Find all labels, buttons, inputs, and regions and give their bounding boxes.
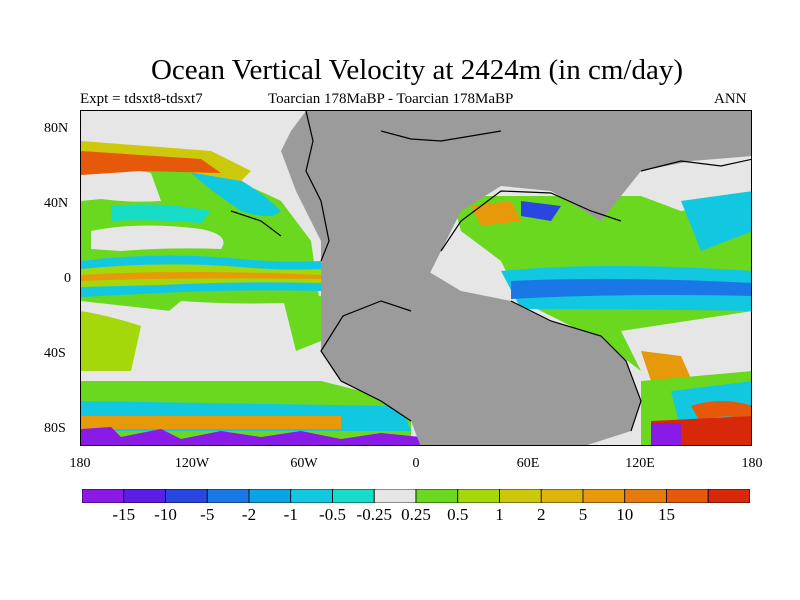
lat-label-40n: 40N: [44, 196, 69, 211]
legend-swatch: [123, 489, 166, 503]
legend-label: -5: [200, 505, 215, 524]
legend-swatch: [248, 489, 292, 503]
legend-label: -15: [112, 505, 136, 524]
season-label: ANN: [714, 91, 747, 107]
legend-label: 10: [616, 505, 634, 524]
legend-label: 0.5: [447, 505, 469, 524]
legend-swatch: [165, 489, 208, 503]
coastlines: [230, 111, 751, 432]
legend-label: -10: [154, 505, 177, 524]
lat-label-0: 0: [64, 271, 71, 286]
velocity-map: [81, 111, 751, 445]
legend-label: 0.25: [401, 505, 431, 524]
lon-label-120w: 120W: [174, 456, 210, 471]
legend-swatch: [373, 489, 417, 503]
legend-swatch: [624, 489, 667, 503]
legend-swatch: [707, 489, 750, 503]
lon-label-60e: 60E: [516, 456, 540, 471]
map-panel: [80, 110, 752, 446]
legend-bar: [82, 489, 750, 503]
lon-label-0: 0: [412, 456, 420, 471]
lon-label-180-right: 180: [741, 456, 763, 471]
legend-swatch: [290, 489, 333, 503]
legend-swatch: [206, 489, 250, 503]
pacific-field: [81, 141, 421, 445]
color-legend: [82, 489, 750, 503]
legend-label: -0.5: [319, 505, 346, 524]
period-label: Toarcian 178MaBP - Toarcian 178MaBP: [268, 91, 514, 107]
figure-title: Ocean Vertical Velocity at 2424m (in cm/…: [150, 54, 684, 86]
lon-label-60w: 60W: [290, 456, 318, 471]
lat-label-80s: 80S: [44, 421, 66, 436]
legend-swatch: [332, 489, 375, 503]
legend-swatch: [82, 489, 125, 503]
lat-label-40s: 40S: [44, 346, 66, 361]
legend-swatch: [666, 489, 709, 503]
legend-label: -1: [283, 505, 298, 524]
legend-swatch: [540, 489, 584, 503]
legend-label: 5: [578, 505, 588, 524]
tethys-field: [451, 191, 751, 445]
legend-label: 1: [495, 505, 504, 524]
legend-swatch: [457, 489, 500, 503]
legend-swatch: [415, 489, 459, 503]
legend-swatch: [582, 489, 626, 503]
experiment-label: Expt = tdsxt8-tdsxt7: [80, 91, 203, 107]
legend-label: -2: [241, 505, 257, 524]
legend-label: -0.25: [356, 505, 392, 524]
lon-label-180-left: 180: [69, 456, 91, 471]
legend-label: 15: [658, 505, 675, 524]
lat-label-80n: 80N: [44, 121, 69, 136]
legend-swatch: [499, 489, 542, 503]
legend-label: 2: [537, 505, 546, 524]
lon-label-120e: 120E: [625, 456, 655, 471]
land-masses: [281, 111, 751, 445]
